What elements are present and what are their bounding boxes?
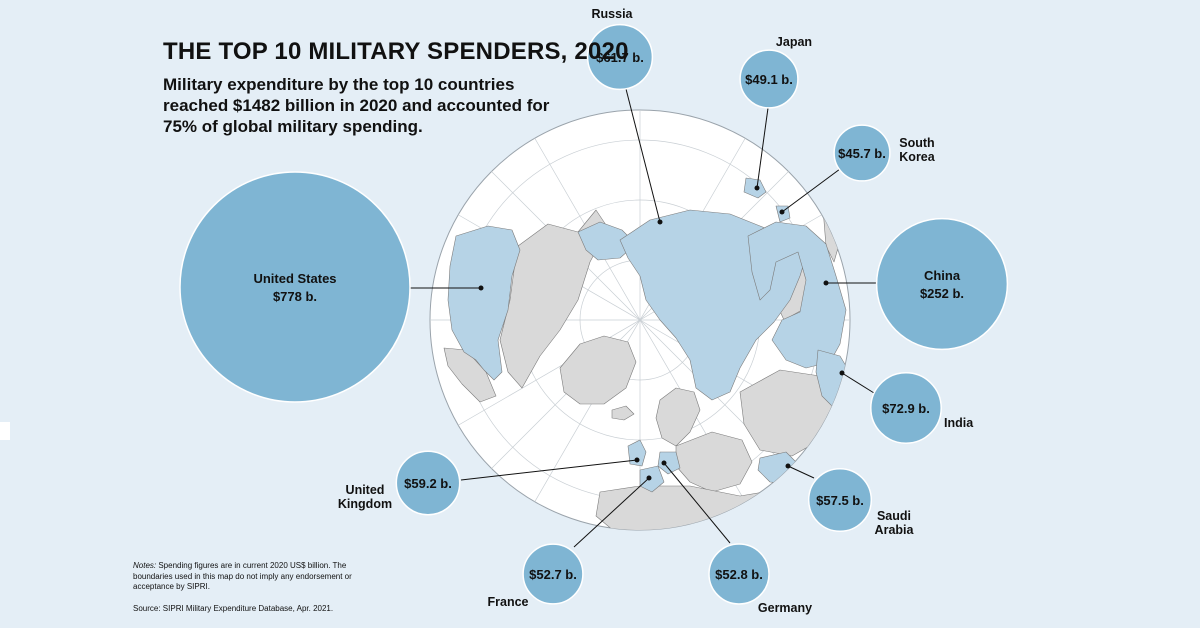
china-value-label: $252 b.	[920, 286, 964, 301]
saudi-arabia-country-name: Saudi Arabia	[875, 509, 915, 537]
china-country-name: China	[924, 268, 961, 283]
japan-value-label: $49.1 b.	[745, 72, 793, 87]
united-states-bubble-group: United States $778 b.	[179, 171, 411, 403]
russia-anchor-dot	[657, 219, 663, 225]
germany-bubble	[708, 543, 770, 605]
india-country-name: India	[944, 416, 974, 430]
china-anchor-dot	[823, 280, 829, 286]
germany-leader-line	[663, 462, 731, 544]
south-korea-bubble-group: $45.7 b. South Korea	[833, 124, 936, 182]
russia-country-name: Russia	[592, 7, 634, 21]
united-states-bubble	[179, 171, 411, 403]
saudi-arabia-anchor-dot	[785, 463, 791, 469]
bubbles-layer: United States $778 b. China $252 b. $72.9 b.…	[179, 7, 1009, 615]
saudi-arabia-bubble	[807, 467, 873, 533]
middle-east-africa-land	[595, 485, 801, 530]
france-value-label: $52.7 b.	[529, 567, 577, 582]
united-states-country-name: United States	[253, 271, 336, 286]
united-kingdom-value-label: $59.2 b.	[404, 476, 452, 491]
south-korea-leader-line	[781, 168, 841, 213]
polar-globe	[429, 109, 851, 531]
japan-country-name: Japan	[776, 35, 812, 49]
india-anchor-dot	[839, 370, 845, 376]
saudi-arabia-leader-line	[787, 465, 815, 479]
saudi-arabia-bubble-group: $57.5 b. Saudi Arabia	[807, 467, 915, 537]
south-korea-bubble	[833, 124, 891, 182]
germany-bubble-group: $52.8 b. Germany	[708, 543, 812, 615]
united-kingdom-bubble-group: $59.2 b. United Kingdom	[338, 450, 461, 516]
greenland-land	[559, 335, 637, 405]
europe-east-land	[675, 431, 753, 493]
france-bubble-group: $52.7 b.France	[488, 543, 584, 609]
page-title: THE TOP 10 MILITARY SPENDERS, 2020	[163, 38, 629, 65]
india-bubble	[870, 372, 942, 444]
russia-bubble-group: $61.7 b. Russia	[586, 7, 654, 91]
germany-anchor-dot	[661, 460, 667, 466]
usa-highlight	[447, 225, 521, 381]
united-kingdom-bubble	[395, 450, 461, 516]
united-kingdom-leader-line	[460, 459, 638, 481]
leader-lines	[408, 88, 877, 548]
france-leader-line	[573, 477, 650, 548]
japan-leader-line	[756, 107, 769, 189]
germany-value-label: $52.8 b.	[715, 567, 763, 582]
france-anchor-dot	[646, 475, 652, 481]
france-highlight	[639, 465, 665, 493]
notes-prefix: Notes:	[133, 561, 157, 570]
russia-bubble	[586, 23, 654, 91]
russia-value-label: $61.7 b.	[596, 50, 644, 65]
south-korea-value-label: $45.7 b.	[838, 146, 886, 161]
china-bubble-group: China $252 b.	[875, 217, 1009, 351]
iceland-land	[611, 405, 635, 421]
page-subtitle: Military expenditure by the top 10 count…	[163, 75, 550, 136]
germany-country-name: Germany	[758, 601, 812, 615]
japan-bubble-group: $49.1 b. Japan	[739, 35, 812, 109]
france-bubble	[522, 543, 584, 605]
india-value-label: $72.9 b.	[882, 401, 930, 416]
japan-bubble	[739, 49, 799, 109]
india-bubble-group: $72.9 b. India	[870, 372, 974, 444]
germany-highlight	[657, 451, 681, 475]
india-leader-line	[841, 372, 875, 394]
france-country-name: France	[488, 595, 529, 609]
south-korea-country-name: South Korea	[899, 136, 935, 164]
china-highlight	[747, 221, 847, 369]
scandinavia-land	[655, 387, 701, 447]
united-states-anchor-dot	[478, 285, 484, 291]
united-kingdom-anchor-dot	[634, 457, 640, 463]
south-korea-anchor-dot	[779, 209, 785, 215]
japan-anchor-dot	[754, 185, 760, 191]
russia-leader-line	[625, 88, 661, 223]
notes: Notes: Spending figures are in current 2…	[133, 561, 363, 593]
source-note: Source: SIPRI Military Expenditure Datab…	[133, 604, 334, 613]
saudi-arabia-value-label: $57.5 b.	[816, 493, 864, 508]
united-kingdom-country-name: United Kingdom	[338, 483, 392, 511]
notes-body: Spending figures are in current 2020 US$…	[133, 561, 352, 591]
united-states-value-label: $778 b.	[273, 289, 317, 304]
china-bubble	[875, 217, 1009, 351]
edge-marker	[0, 422, 10, 440]
